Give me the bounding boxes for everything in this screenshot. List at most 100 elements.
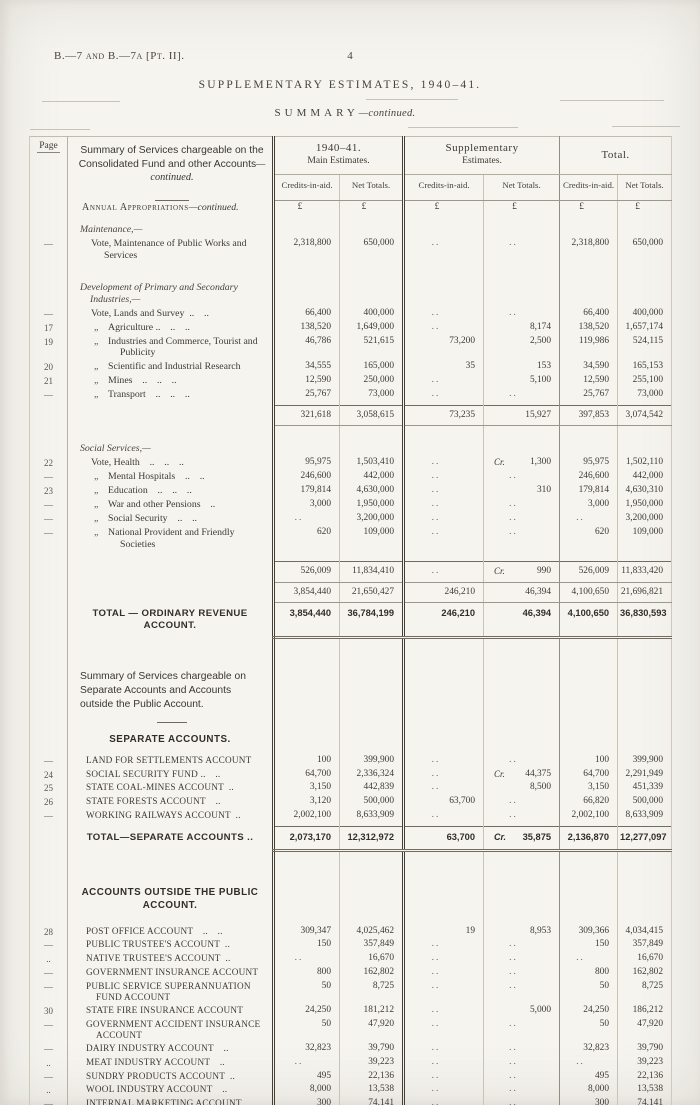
cell-value: 495 — [594, 1070, 610, 1081]
value-cell-main-credits — [272, 220, 340, 237]
value-cell-total-net — [617, 402, 673, 406]
value-cell-supp-credits: .. — [402, 525, 484, 552]
cell-value: 63,700 — [446, 832, 476, 843]
cell-value: 255,100 — [632, 375, 664, 386]
value-cell-main-credits: .. — [272, 952, 340, 966]
value-cell-main-net: 13,538 — [338, 1083, 404, 1098]
value-cell-total-credits — [559, 425, 618, 440]
value-cell-main-credits — [272, 850, 340, 885]
value-cell-total-net: 399,900 — [617, 753, 673, 768]
cell-value: 39,223 — [637, 1056, 664, 1067]
cell-value: 310 — [536, 484, 552, 495]
item-label: „ Education .. .. .. — [94, 484, 192, 496]
cell-value: 21,650,427 — [351, 586, 395, 597]
item-label: „ Transport .. .. .. — [94, 389, 190, 401]
cell-value: 3,074,542 — [625, 409, 664, 420]
value-cell-supp-net: 2,500 — [483, 334, 560, 361]
item-label: „ Scientific and Industrial Research — [94, 361, 241, 373]
cell-value: 8,953 — [529, 925, 552, 936]
value-cell-main-net — [338, 402, 404, 406]
value-cell-total-net: 3,200,000 — [617, 511, 673, 526]
value-cell-total-credits: 309,366 — [559, 924, 618, 939]
value-cell-supp-net — [483, 425, 560, 440]
nil-value: .. — [509, 754, 518, 765]
item-label: PUBLIC TRUSTEE'S ACCOUNT .. — [86, 939, 231, 950]
item-label: Vote, Lands and Survey .. .. — [91, 307, 209, 319]
value-cell-main-net — [338, 262, 404, 279]
item-label: „ Mental Hospitals .. .. — [94, 470, 205, 482]
nil-value: .. — [431, 512, 441, 523]
value-cell-main-net: 22,136 — [338, 1069, 404, 1084]
value-cell-total-credits — [559, 220, 618, 237]
nil-value: .. — [509, 966, 518, 977]
value-cell-supp-net — [483, 220, 560, 237]
cell-value: 19 — [465, 925, 476, 936]
value-cell-main-credits — [272, 637, 340, 668]
value-cell-main-net: 400,000 — [338, 306, 404, 321]
cell-value: 32,823 — [583, 1043, 610, 1054]
description-cell: „ Transport .. .. .. — [68, 388, 274, 402]
description-cell: Vote, Lands and Survey .. .. — [68, 307, 274, 321]
value-cell-total-net: 1,657,174 — [617, 320, 673, 335]
description-cell: Social Services,— — [80, 442, 151, 454]
value-cell-main-credits — [272, 551, 340, 562]
description-cell: STATE FIRE INSURANCE ACCOUNT — [68, 1004, 274, 1018]
item-label: WOOL INDUSTRY ACCOUNT .. — [86, 1084, 228, 1095]
value-cell-total-credits: 119,986 — [559, 334, 618, 361]
value-cell-total-credits: £ — [559, 200, 618, 215]
subcolumn-main-credits-in-aid: Credits-in-aid. — [272, 174, 340, 202]
value-cell-total-net: 36,830,593 — [617, 602, 673, 640]
value-cell-supp-credits: 73,200 — [402, 334, 484, 361]
value-cell-supp-credits: .. — [402, 1004, 484, 1018]
table-row-gap — [29, 262, 673, 279]
value-cell-main-credits: £ — [272, 200, 340, 215]
value-cell-supp-credits — [402, 850, 484, 885]
value-cell-main-net: 165,000 — [338, 360, 404, 375]
table-row-item: — „ Transport .. .. .. 25,767 73,000.... 25,7… — [29, 388, 673, 403]
cell-value: 521,615 — [363, 335, 395, 346]
item-label: PUBLIC SERVICE SUPERANNUATION FUND ACCOU… — [86, 980, 251, 1002]
description-cell — [68, 915, 274, 925]
table-row-gap — [29, 402, 673, 406]
cell-value: 95,975 — [305, 456, 331, 467]
nil-value: .. — [431, 375, 441, 386]
nil-value: .. — [509, 526, 518, 537]
value-cell-total-credits: 4,100,650 — [559, 581, 618, 604]
nil-value: .. — [509, 953, 518, 964]
value-cell-total-credits — [559, 278, 618, 307]
cell-value: 162,802 — [632, 966, 664, 977]
value-cell-total-net: 16,670 — [617, 952, 673, 966]
value-cell-total-net: 162,802 — [617, 965, 673, 980]
item-label: GOVERNMENT INSURANCE ACCOUNT — [86, 966, 259, 977]
description-cell: „ War and other Pensions .. — [68, 498, 274, 512]
page-number-cell — [29, 405, 68, 426]
value-cell-supp-net: 5,000 — [483, 1004, 560, 1018]
value-cell-supp-net: 5,100 — [483, 374, 560, 389]
table-row-hd: ACCOUNTS OUTSIDE THE PUBLIC ACCOUNT. — [29, 884, 673, 915]
cell-value: 526,009 — [578, 565, 610, 576]
cell-value: 66,820 — [583, 796, 610, 807]
value-cell-supp-net: .. — [483, 469, 560, 484]
value-cell-supp-net: 15,927 — [483, 404, 560, 427]
value-cell-main-net: 399,900 — [338, 753, 404, 768]
cell-value: 179,814 — [578, 484, 610, 495]
value-cell-supp-net: Cr. 990 — [483, 560, 560, 583]
value-cell-main-credits: 34,555 — [272, 360, 340, 375]
cell-value: 451,339 — [632, 782, 664, 793]
description-cell: MEAT INDUSTRY ACCOUNT .. — [68, 1056, 274, 1070]
nil-value: .. — [431, 1043, 441, 1054]
page-number-cell: — — [29, 236, 68, 263]
value-cell-main-credits — [272, 730, 340, 748]
credit-prefix: Cr. — [494, 768, 505, 779]
description-cell: Annual Appropriations—continued. — [68, 201, 274, 215]
value-cell-total-credits — [559, 850, 618, 885]
value-cell-total-credits: 620 — [559, 525, 618, 552]
item-label: Vote, Maintenance of Public Works and Se… — [91, 237, 247, 261]
description-cell — [68, 561, 274, 582]
nil-value: .. — [509, 389, 518, 400]
value-cell-total-net: 4,630,310 — [617, 483, 673, 498]
table-row-item: — WORKING RAILWAYS ACCOUNT .. 2,002,100 8,6… — [29, 808, 673, 823]
ditto-mark: „ — [94, 512, 99, 524]
value-cell-supp-net: Cr. 44,375 — [483, 767, 560, 782]
nil-value: .. — [431, 782, 441, 793]
